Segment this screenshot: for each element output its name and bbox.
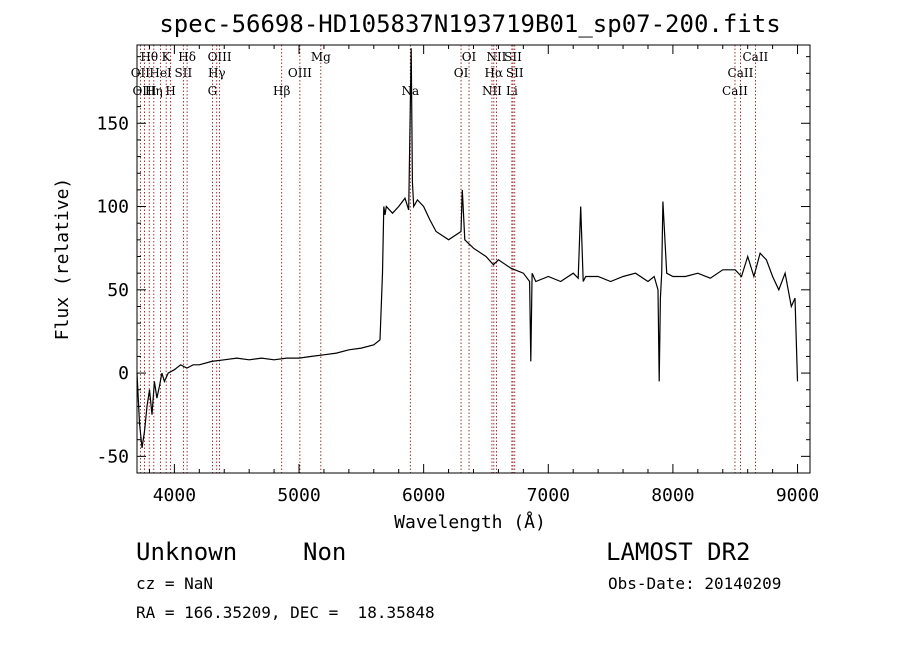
x-tick-label: 8000	[651, 485, 694, 506]
object-subclass: Non	[303, 538, 347, 566]
marker-label: OIII	[288, 66, 312, 80]
marker-label: SII	[175, 66, 193, 80]
coordinates: RA = 166.35209, DEC = 18.35848	[136, 603, 435, 622]
marker-label: CaII	[742, 50, 768, 64]
marker-label: G	[208, 84, 218, 98]
marker-label: NII	[482, 84, 502, 98]
y-axis-label: Flux (relative)	[52, 178, 73, 341]
marker-label: NII	[486, 50, 506, 64]
marker-label: OI	[462, 50, 477, 64]
plot-frame	[136, 44, 811, 474]
x-tick-label: 7000	[527, 485, 570, 506]
redshift-cz: cz = NaN	[136, 574, 214, 593]
marker-label: SII	[504, 50, 522, 64]
x-tick-label: 9000	[776, 485, 819, 506]
marker-label: Mg	[311, 50, 331, 64]
x-axis-label: Wavelength (Å)	[394, 511, 546, 533]
marker-label: Hη	[145, 84, 163, 98]
x-axis: 4000 5000 6000 7000 8000 9000	[148, 45, 819, 506]
spectrum-line	[136, 48, 799, 449]
marker-label: CaII	[722, 84, 748, 98]
x-tick-label: 4000	[153, 485, 196, 506]
marker-label: H	[165, 84, 175, 98]
marker-label: Hα	[485, 66, 504, 80]
marker-label: Hθ	[140, 50, 158, 64]
marker-label: OI	[454, 66, 469, 80]
y-tick-label: 0	[118, 363, 129, 384]
marker-label: Hβ	[273, 84, 290, 98]
x-tick-label: 5000	[277, 485, 320, 506]
marker-label: K	[162, 50, 172, 64]
marker-label: Hδ	[178, 50, 196, 64]
survey-name: LAMOST DR2	[606, 538, 751, 566]
object-class: Unknown	[136, 538, 238, 566]
marker-label: OIII	[208, 50, 232, 64]
marker-label: Li	[506, 84, 518, 98]
y-axis: -50 0 50 100 150	[96, 56, 810, 467]
marker-label: OIII	[132, 84, 156, 98]
y-tick-label: 150	[96, 113, 129, 134]
chart-title: spec-56698-HD105837N193719B01_sp07-200.f…	[159, 10, 780, 38]
marker-label: Hγ	[208, 66, 226, 80]
y-tick-label: 50	[107, 280, 129, 301]
marker-label: SII	[506, 66, 524, 80]
x-tick-label: 6000	[402, 485, 445, 506]
marker-label: HeI	[149, 66, 172, 80]
marker-lines	[139, 45, 756, 473]
marker-label: CaII	[728, 66, 754, 80]
y-tick-label: -50	[96, 446, 129, 467]
observation-date: Obs-Date: 20140209	[608, 574, 782, 593]
y-tick-label: 100	[96, 197, 129, 218]
